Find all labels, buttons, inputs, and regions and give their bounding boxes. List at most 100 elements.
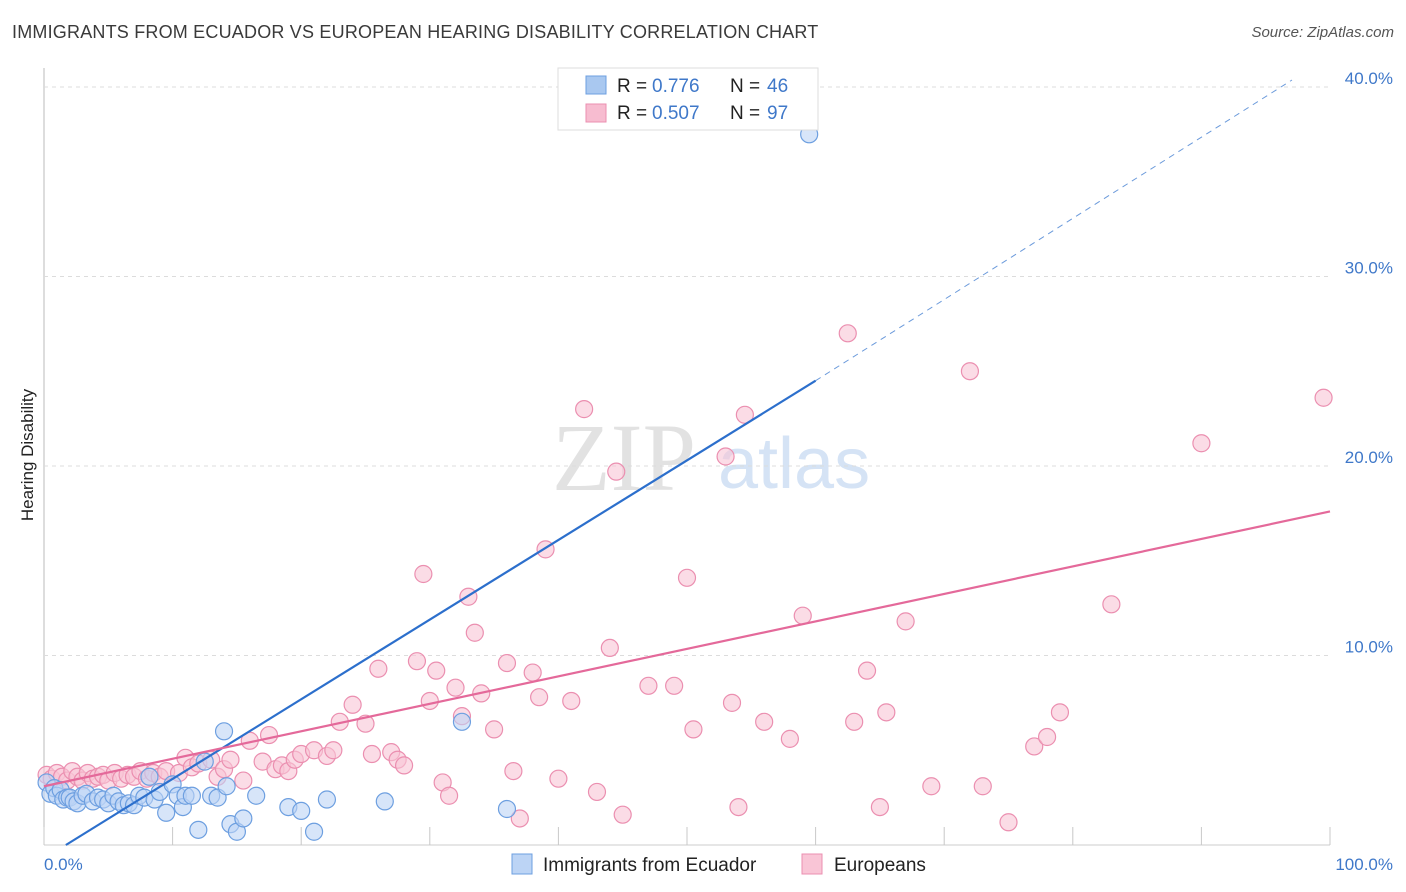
scatter-point	[420, 691, 439, 711]
scatter-point	[407, 652, 427, 671]
scatter-point	[1314, 388, 1333, 407]
scatter-point	[375, 792, 394, 811]
scatter-point	[549, 769, 568, 788]
scatter-point	[497, 653, 517, 673]
scatter-point	[877, 703, 896, 722]
scatter-point	[317, 790, 337, 809]
scatter-point	[182, 786, 201, 805]
trend-line	[43, 510, 1331, 788]
scatter-point	[575, 400, 594, 419]
scatter-point	[1102, 595, 1121, 614]
scatter-point	[394, 756, 414, 775]
scatter-point	[362, 744, 382, 764]
scatter-point	[857, 661, 877, 680]
legend-n-label-europeans: N =	[730, 103, 760, 124]
bottom-legend-swatch-europeans	[801, 853, 823, 875]
scatter-point	[1037, 727, 1057, 747]
scatter-point	[677, 568, 697, 587]
x-tick-label-min: 0.0%	[44, 855, 83, 874]
scatter-point	[485, 720, 504, 739]
scatter-point	[973, 777, 992, 796]
scatter-point	[189, 820, 208, 839]
trend-lines	[43, 79, 1331, 846]
scatter-point	[838, 324, 857, 343]
y-tick-labels: 10.0% 20.0% 30.0% 40.0%	[1345, 69, 1393, 657]
scatter-point	[780, 729, 799, 748]
scatter-point	[292, 801, 311, 820]
scatter-point	[369, 659, 388, 678]
scatter-point	[465, 623, 484, 642]
y-tick-label: 40.0%	[1345, 69, 1393, 88]
legend: R = 0.776 N = 46 R = 0.507 N = 97	[557, 67, 819, 131]
scatter-point	[639, 676, 658, 695]
scatter-point	[999, 813, 1018, 832]
scatter-point	[304, 822, 324, 841]
scatter-point	[343, 695, 362, 714]
scatter-point	[845, 712, 864, 731]
legend-r-value-europeans: 0.507	[652, 103, 700, 124]
watermark-atlas: atlas	[718, 424, 870, 504]
scatter-point	[716, 447, 735, 466]
scatter-points	[37, 125, 1333, 841]
bottom-legend-label-europeans: Europeans	[834, 855, 926, 876]
legend-n-value-ecuador: 46	[767, 76, 788, 97]
scatter-point	[1050, 703, 1070, 722]
bottom-legend-swatch-ecuador	[511, 853, 533, 875]
scatter-point	[1025, 737, 1044, 756]
scatter-point	[523, 663, 542, 682]
bottom-legend-label-ecuador: Immigrants from Ecuador	[543, 855, 757, 876]
chart-title: IMMIGRANTS FROM ECUADOR VS EUROPEAN HEAR…	[12, 22, 819, 42]
scatter-point	[259, 725, 279, 745]
scatter-point	[214, 722, 234, 741]
legend-swatch-europeans	[585, 103, 607, 123]
legend-r-label-europeans: R =	[617, 103, 647, 124]
scatter-point	[613, 805, 632, 824]
scatter-point	[729, 797, 748, 817]
y-axis-label: Hearing Disability	[18, 388, 37, 521]
scatter-point	[607, 462, 626, 481]
scatter-point	[157, 803, 176, 822]
legend-r-label-ecuador: R =	[617, 76, 647, 97]
scatter-point	[414, 564, 433, 584]
scatter-point	[504, 761, 523, 781]
scatter-point	[439, 786, 459, 805]
scatter-point	[722, 693, 742, 712]
scatter-point	[587, 782, 607, 802]
scatter-point	[562, 691, 581, 711]
y-tick-label: 20.0%	[1345, 448, 1393, 467]
scatter-point	[452, 712, 472, 731]
legend-r-value-ecuador: 0.776	[652, 76, 700, 97]
bottom-legend: Immigrants from Ecuador Europeans	[511, 853, 926, 876]
scatter-point	[217, 777, 236, 796]
scatter-point	[427, 661, 446, 680]
scatter-point	[755, 712, 774, 731]
watermark-zip: ZIP	[552, 404, 696, 511]
scatter-point	[600, 638, 619, 658]
source-label: Source: ZipAtlas.com	[1251, 24, 1394, 41]
scatter-point	[324, 741, 343, 760]
scatter-point	[446, 678, 465, 697]
x-tick-label-max: 100.0%	[1335, 855, 1393, 874]
trend-line-extension	[815, 79, 1293, 382]
y-tick-label: 10.0%	[1345, 637, 1393, 656]
scatter-point	[793, 606, 812, 625]
scatter-point	[140, 767, 159, 786]
x-ticks	[43, 827, 1331, 845]
legend-n-label-ecuador: N =	[730, 76, 760, 97]
x-tick-labels: 0.0% 100.0%	[44, 855, 1393, 874]
scatter-point	[530, 688, 549, 707]
scatter-point	[684, 720, 703, 739]
scatter-point	[234, 771, 253, 790]
scatter-point	[922, 777, 941, 796]
scatter-point	[870, 797, 890, 817]
scatter-point	[497, 799, 517, 819]
y-tick-label: 30.0%	[1345, 258, 1393, 277]
scatter-point	[1192, 434, 1211, 453]
scatter-point	[510, 809, 529, 828]
watermark: ZIP atlas	[552, 404, 870, 511]
scatter-point	[221, 750, 240, 769]
scatter-point	[960, 362, 980, 381]
scatter-point	[665, 676, 684, 695]
scatter-point	[234, 809, 253, 828]
